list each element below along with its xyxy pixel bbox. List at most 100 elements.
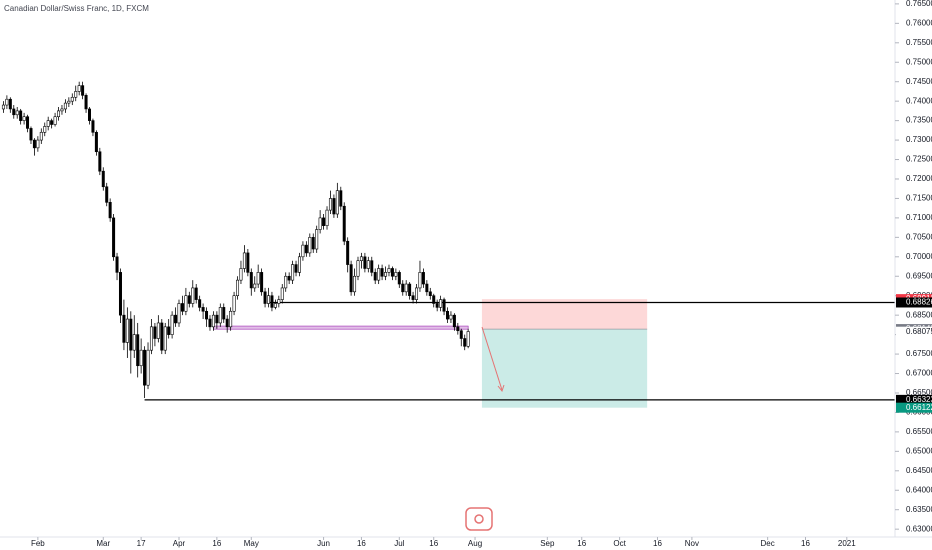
candle-body: [229, 310, 233, 328]
candle-body: [170, 314, 174, 335]
x-tick-label: Sep: [540, 539, 555, 548]
candle-body: [167, 326, 171, 335]
candle-body: [315, 229, 319, 250]
candle-body: [328, 198, 332, 211]
candle-body: [260, 272, 264, 293]
candle-body: [287, 275, 291, 281]
price-tag-label: 0.66323: [906, 395, 932, 404]
candle-body: [22, 116, 26, 121]
candle-body: [222, 307, 226, 320]
candle-body: [15, 110, 19, 116]
candle-body: [387, 268, 391, 273]
candle-body: [208, 318, 212, 328]
candle-body: [184, 295, 188, 312]
candle-body: [291, 264, 295, 281]
candle-body: [366, 260, 370, 269]
candle-body: [180, 303, 184, 312]
candle-body: [153, 326, 157, 339]
candle-body: [160, 322, 164, 351]
candle-body: [108, 202, 112, 219]
candle-body: [74, 91, 78, 98]
candle-body: [442, 299, 446, 312]
candle-body: [452, 314, 456, 328]
candle-body: [211, 314, 215, 328]
candle-body: [215, 314, 219, 324]
candles: [1, 81, 470, 399]
logo: [465, 507, 493, 531]
candle-body: [411, 295, 415, 300]
candle-body: [273, 303, 277, 308]
candle-body: [425, 283, 429, 293]
candle-body: [308, 237, 312, 254]
price-tag-label: 0.68826: [906, 298, 932, 307]
x-tick-label: 16: [653, 539, 662, 548]
candle-body: [81, 85, 85, 96]
candle-body: [91, 120, 95, 133]
candle-body: [370, 260, 374, 273]
candle-body: [256, 272, 260, 285]
x-tick-label: 16: [429, 539, 438, 548]
candle-body: [1, 104, 5, 110]
candle-body: [253, 283, 257, 289]
candle-body: [105, 186, 109, 203]
price-tag: [896, 402, 932, 413]
candle-body: [194, 287, 198, 300]
x-tick-label: 17: [137, 539, 146, 548]
x-tick-label: Feb: [31, 539, 45, 548]
x-tick-label: Oct: [613, 539, 626, 548]
candle-body: [249, 272, 253, 289]
candle-body: [198, 299, 202, 308]
candle-body: [187, 295, 191, 304]
candle-body: [415, 287, 419, 300]
candle-body: [43, 126, 47, 133]
x-tick-label: Mar: [96, 539, 110, 548]
candle-body: [377, 268, 381, 281]
candle-body: [98, 151, 102, 172]
candle-body: [353, 275, 357, 293]
candle-body: [456, 326, 460, 332]
price-tag-label: 0.68075: [906, 327, 932, 336]
candle-body: [39, 131, 43, 141]
candle-body: [404, 283, 408, 293]
candle-body: [177, 303, 181, 324]
price-tag: [896, 297, 932, 308]
candle-body: [263, 291, 267, 304]
projection-arrow: [481, 326, 503, 391]
candle-body: [428, 291, 432, 297]
candle-body: [363, 256, 367, 269]
x-tick-label: May: [244, 539, 259, 548]
candle-body: [225, 318, 229, 328]
x-tick-label: Nov: [685, 539, 699, 548]
candle-body: [346, 240, 350, 265]
candle-body: [359, 256, 363, 261]
x-tick-label: Jun: [317, 539, 330, 548]
price-tag: [896, 326, 932, 337]
x-tick-label: 16: [801, 539, 810, 548]
candle-body: [342, 205, 346, 242]
candle-body: [297, 256, 301, 273]
x-tick-label: 16: [212, 539, 221, 548]
candle-body: [408, 283, 412, 297]
candle-body: [463, 338, 467, 347]
candle-body: [29, 128, 33, 141]
candle-body: [8, 98, 12, 110]
candle-body: [432, 295, 436, 304]
candle-body: [232, 295, 236, 312]
candle-body: [174, 314, 178, 324]
candle-body: [311, 237, 315, 250]
candle-body: [280, 287, 284, 300]
candle-body: [435, 303, 439, 308]
